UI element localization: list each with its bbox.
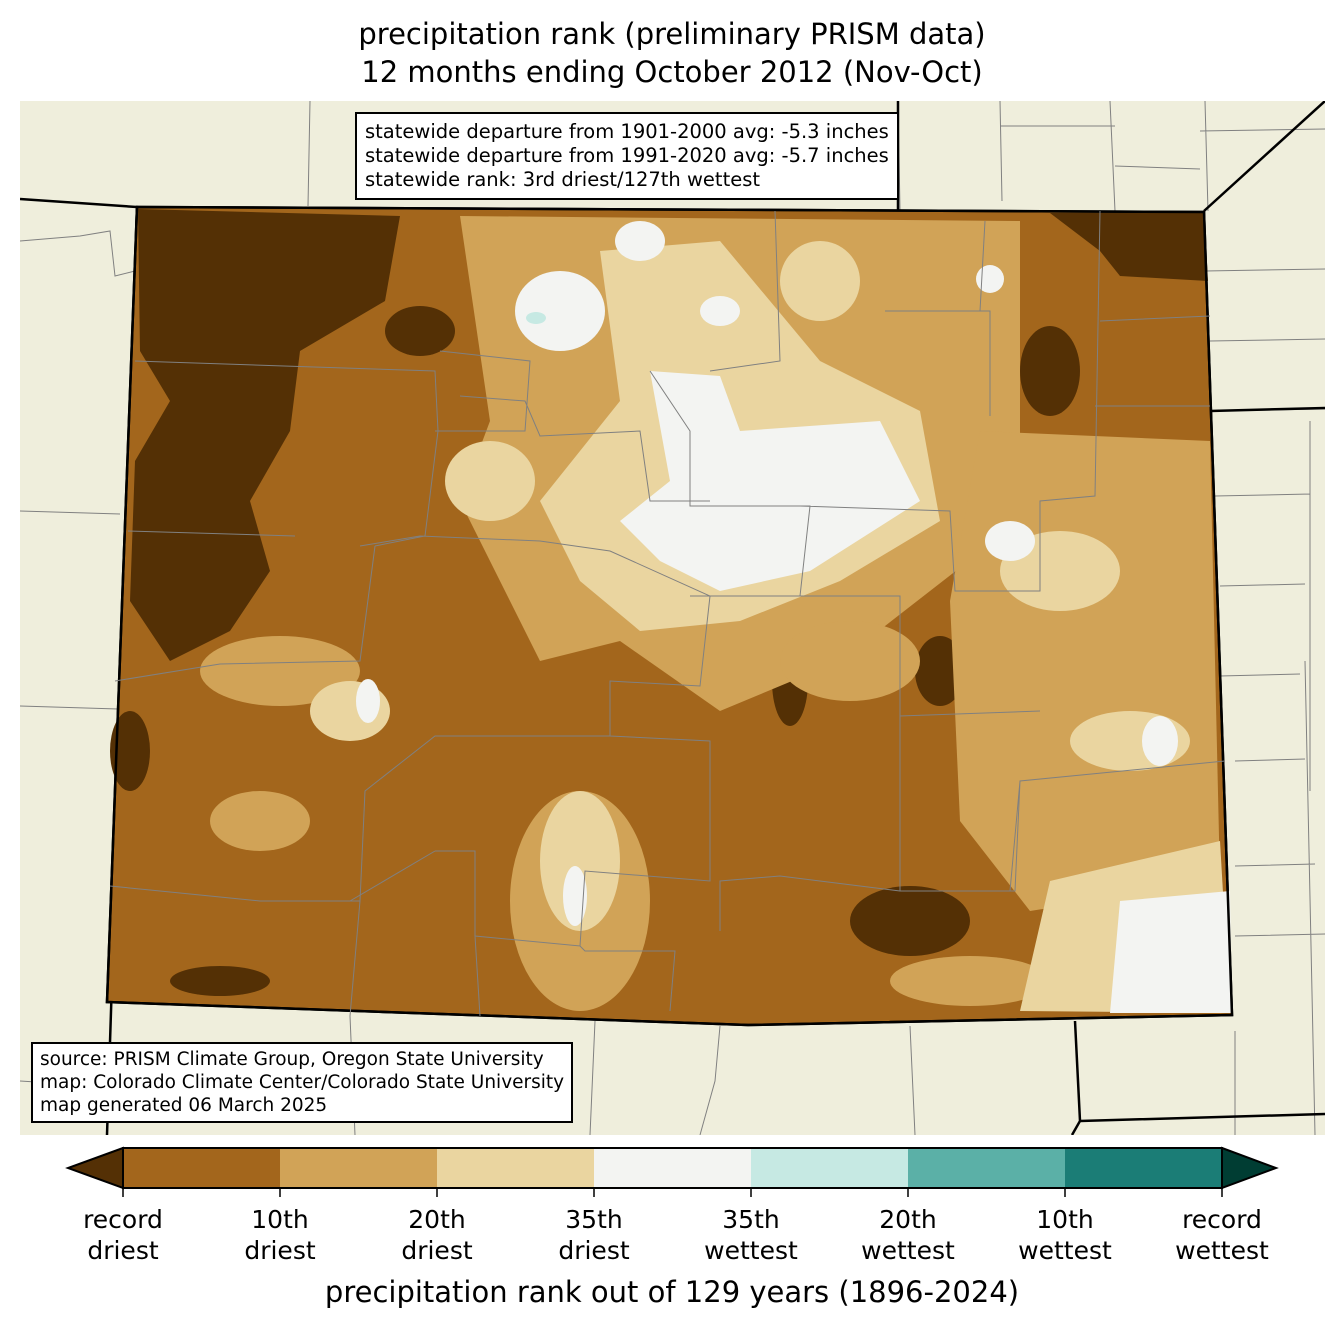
colorbar-segment: [1065, 1148, 1223, 1188]
source-line: source: PRISM Climate Group, Oregon Stat…: [40, 1049, 544, 1070]
colorbar-tick-label: 35th wettest: [681, 1204, 821, 1266]
tick-label-line2: driest: [244, 1236, 316, 1265]
tick-label-line1: record: [1182, 1205, 1262, 1234]
colorbar-segment: [594, 1148, 752, 1188]
colorbar-segment: [280, 1148, 438, 1188]
tick-label-line2: wettest: [1018, 1236, 1112, 1265]
tick-label-line2: wettest: [704, 1236, 798, 1265]
colorbar-segment: [123, 1148, 281, 1188]
map-title-line1: precipitation rank (preliminary PRISM da…: [358, 17, 986, 51]
colorbar-title: precipitation rank out of 129 years (189…: [324, 1275, 1020, 1309]
colorbar-over-arrow: [1221, 1146, 1279, 1190]
colorbar-segment: [908, 1148, 1066, 1188]
colorbar: [65, 1146, 1279, 1197]
tick-label-line2: wettest: [861, 1236, 955, 1265]
stats-departure-1991-2020: statewide departure from 1991-2020 avg: …: [365, 144, 889, 167]
tick-label-line2: driest: [558, 1236, 630, 1265]
colorbar-tick-label: record driest: [53, 1204, 193, 1266]
map-credit-line: map: Colorado Climate Center/Colorado St…: [40, 1072, 565, 1093]
tick-label-line2: driest: [87, 1236, 159, 1265]
tick-label-line1: 10th: [251, 1205, 309, 1234]
county-lines: [109, 210, 1226, 1017]
tick-label-line1: 20th: [879, 1205, 937, 1234]
stats-rank: statewide rank: 3rd driest/127th wettest: [365, 168, 761, 191]
colorbar-under-arrow: [65, 1146, 124, 1190]
tick-label-line1: record: [83, 1205, 163, 1234]
colorado-rank-field: [105, 205, 1234, 1027]
precipitation-rank-map: [20, 101, 1325, 1135]
colorbar-tick-label: 20th driest: [367, 1204, 507, 1266]
colorbar-tick-label: 35th driest: [524, 1204, 664, 1266]
tick-label-line1: 10th: [1036, 1205, 1094, 1234]
colorbar-tick-label: record wettest: [1152, 1204, 1292, 1266]
colorbar-segment: [751, 1148, 909, 1188]
statewide-stats-box: statewide departure from 1901-2000 avg: …: [355, 112, 899, 200]
colorbar-tick-label: 20th wettest: [838, 1204, 978, 1266]
source-box: source: PRISM Climate Group, Oregon Stat…: [31, 1042, 574, 1123]
tick-label-line1: 35th: [565, 1205, 623, 1234]
tick-label-line1: 35th: [722, 1205, 780, 1234]
tick-label-line2: driest: [401, 1236, 473, 1265]
colorbar-outline: [122, 1147, 1223, 1189]
tick-label-line1: 20th: [408, 1205, 466, 1234]
generated-date-line: map generated 06 March 2025: [40, 1095, 328, 1116]
colorbar-tick-label: 10th wettest: [995, 1204, 1135, 1266]
neighbor-county-lines: [20, 101, 1325, 1135]
tick-label-line2: wettest: [1175, 1236, 1269, 1265]
stats-departure-1901-2000: statewide departure from 1901-2000 avg: …: [365, 120, 889, 143]
colorbar-segment: [437, 1148, 595, 1188]
map-title-line2: 12 months ending October 2012 (Nov-Oct): [361, 55, 983, 89]
colorbar-tick-label: 10th driest: [210, 1204, 350, 1266]
